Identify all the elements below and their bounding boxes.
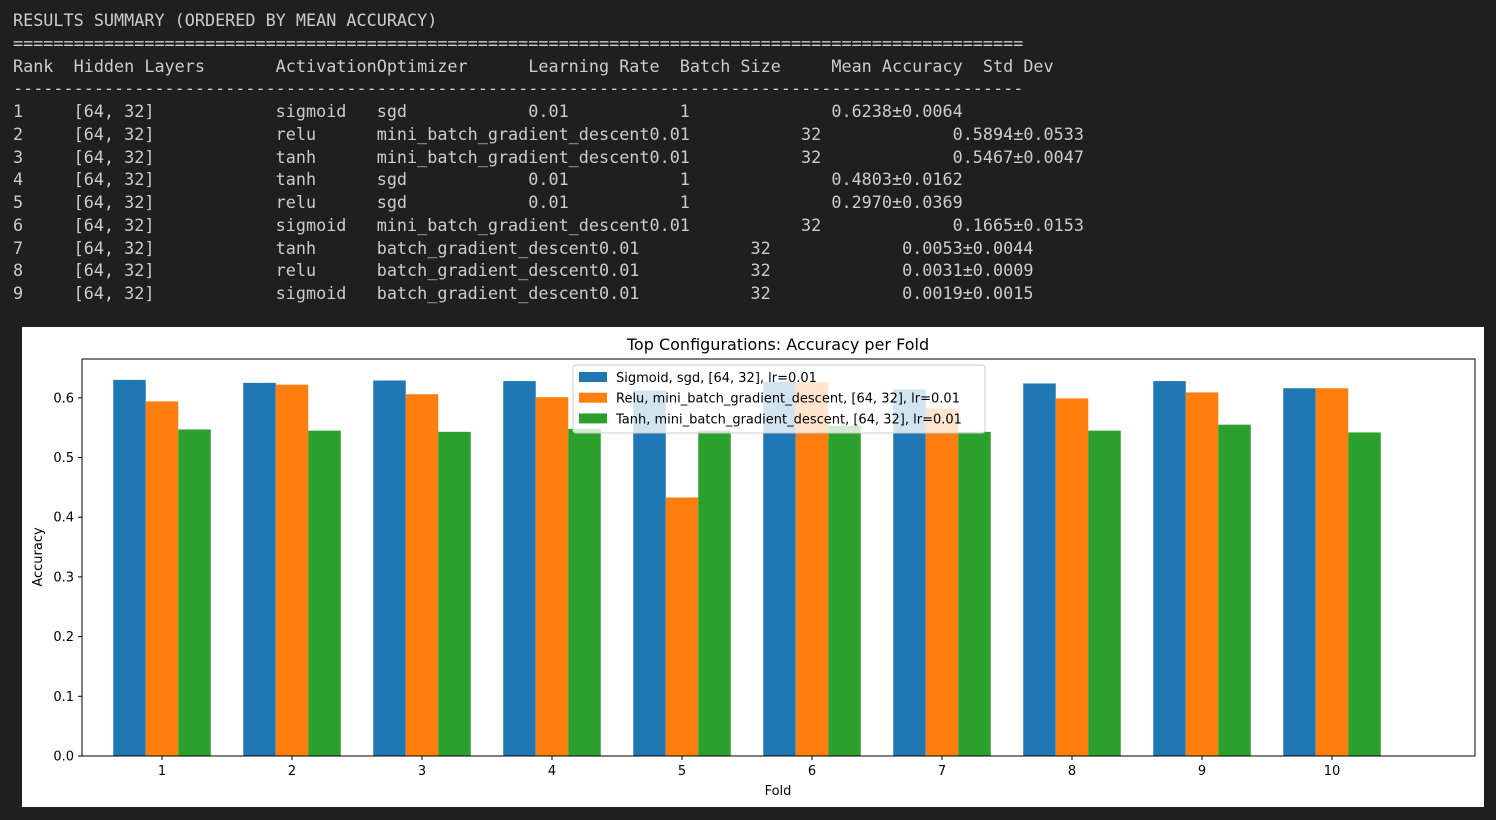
bar-series-2-fold-9: [1185, 392, 1219, 756]
x-tick-label: 9: [1198, 764, 1206, 779]
bar-series-1-fold-1: [113, 379, 146, 756]
horizontal-scrollbar[interactable]: [22, 814, 1484, 820]
y-tick-label: 0.1: [53, 690, 74, 705]
x-tick-label: 7: [938, 764, 946, 779]
bar-series-1-fold-4: [503, 381, 536, 756]
bar-series-3-fold-10: [1348, 432, 1381, 756]
console-line: Rank Hidden Layers ActivationOptimizer L…: [13, 55, 1054, 76]
console-line: ========================================…: [13, 32, 1024, 53]
x-axis-label: Fold: [765, 784, 792, 799]
results-summary-text: RESULTS SUMMARY (ORDERED BY MEAN ACCURAC…: [13, 9, 1084, 305]
bar-series-2-fold-3: [405, 394, 439, 756]
legend-swatch: [579, 372, 607, 382]
bar-series-1-fold-3: [373, 380, 406, 756]
x-tick-label: 3: [418, 764, 426, 779]
bar-series-2-fold-4: [535, 397, 569, 756]
y-tick-label: 0.6: [53, 391, 74, 406]
bar-series-2-fold-1: [145, 401, 179, 756]
x-tick-label: 8: [1068, 764, 1076, 779]
plot-frame: [81, 358, 1476, 757]
bar-series-1-fold-7: [893, 389, 926, 756]
x-tick-label: 1: [158, 764, 166, 779]
y-tick-label: 0.2: [53, 630, 74, 645]
bar-series-3-fold-2: [308, 430, 341, 756]
bar-series-1-fold-2: [243, 382, 276, 756]
y-tick-label: 0.0: [53, 750, 74, 765]
legend-swatch: [579, 392, 607, 403]
bar-series-3-fold-6: [828, 425, 861, 756]
console-line: 9 [64, 32] sigmoid batch_gradient_descen…: [13, 283, 1034, 303]
x-tick-label: 2: [288, 764, 296, 779]
console-line: ----------------------------------------…: [13, 78, 1024, 99]
x-axis: 1 2 3 4 5 6 7 8 9 10: [158, 756, 1340, 779]
accuracy-per-fold-figure: Top Configurations: Accuracy per Fold 0.…: [22, 327, 1484, 807]
console-line: 1 [64, 32] sigmoid sgd 0.01 1 0.6238±0.0…: [13, 101, 963, 121]
legend-box: [572, 364, 986, 434]
y-axis-label: Accuracy: [31, 527, 46, 587]
console-line: 3 [64, 32] tanh mini_batch_gradient_desc…: [13, 146, 1084, 167]
bar-series-1-fold-10: [1283, 388, 1316, 756]
y-tick-label: 0.3: [53, 570, 74, 585]
bar-series-2-fold-10: [1315, 388, 1349, 756]
console-line: 5 [64, 32] relu sgd 0.01 1 0.2970±0.0369: [13, 192, 963, 212]
bar-chart: Top Configurations: Accuracy per Fold 0.…: [31, 335, 1476, 799]
console-line: 6 [64, 32] sigmoid mini_batch_gradient_d…: [13, 214, 1084, 235]
x-tick-label: 6: [808, 764, 816, 779]
console-line: RESULTS SUMMARY (ORDERED BY MEAN ACCURAC…: [13, 10, 438, 30]
legend: Sigmoid, sgd, [64, 32], lr=0.01 Relu, min…: [572, 364, 986, 434]
bar-series-3-fold-1: [178, 429, 211, 756]
bar-series-1-fold-8: [1023, 383, 1056, 756]
bar-series-3-fold-8: [1088, 430, 1121, 756]
bar-series-3-fold-4: [568, 428, 601, 756]
legend-label: Tanh, mini_batch_gradient_descent, [64, …: [615, 412, 962, 427]
bar-series-2-fold-7: [925, 408, 959, 756]
bar-series-3-fold-9: [1218, 424, 1251, 756]
chart-title: Top Configurations: Accuracy per Fold: [626, 335, 929, 354]
legend-label: Sigmoid, sgd, [64, 32], lr=0.01: [616, 371, 817, 386]
bar-series-1-fold-9: [1153, 381, 1186, 756]
console-line: 2 [64, 32] relu mini_batch_gradient_desc…: [13, 123, 1084, 144]
y-tick-label: 0.4: [53, 511, 74, 526]
y-axis: 0.0 0.1 0.2 0.3 0.4 0.5 0.6: [53, 391, 82, 765]
y-tick-label: 0.5: [53, 451, 74, 466]
bar-series-1-fold-5: [633, 390, 666, 756]
console-line: 7 [64, 32] tanh batch_gradient_descent0.…: [13, 237, 1034, 258]
bar-series-3-fold-5: [698, 430, 731, 756]
bar-series-1-fold-6: [763, 381, 796, 756]
bar-series-3-fold-3: [438, 431, 471, 756]
bar-series-2-fold-8: [1055, 398, 1089, 756]
bars-layer: [113, 379, 1381, 756]
console-line: 8 [64, 32] relu batch_gradient_descent0.…: [13, 260, 1034, 281]
x-tick-label: 10: [1324, 764, 1341, 779]
bar-series-2-fold-6: [795, 382, 829, 756]
x-tick-label: 5: [678, 764, 686, 779]
console-line: 4 [64, 32] tanh sgd 0.01 1 0.4803±0.0162: [13, 169, 963, 190]
bar-series-2-fold-5: [665, 497, 699, 756]
legend-swatch: [579, 413, 607, 424]
x-tick-label: 4: [548, 764, 556, 779]
bar-series-2-fold-2: [275, 384, 309, 756]
bar-series-3-fold-7: [958, 431, 991, 756]
legend-label: Relu, mini_batch_gradient_descent, [64, …: [616, 392, 960, 407]
